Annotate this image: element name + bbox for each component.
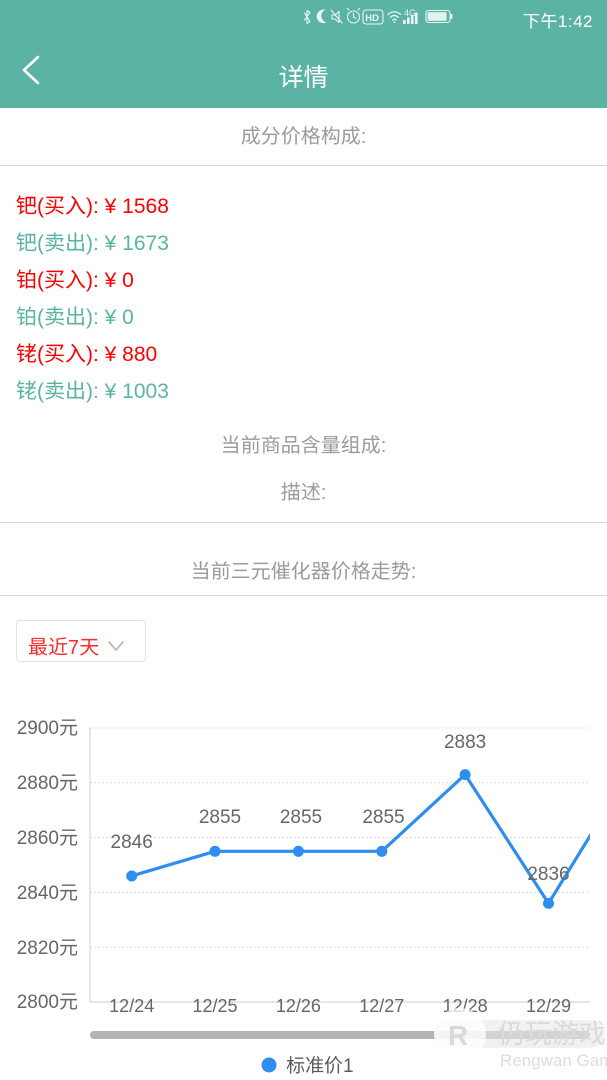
svg-text:12/27: 12/27 [359, 996, 404, 1016]
svg-text:2820元: 2820元 [17, 938, 78, 959]
svg-text:2883: 2883 [444, 732, 486, 753]
svg-text:2840元: 2840元 [17, 883, 78, 904]
svg-text:2800元: 2800元 [17, 992, 78, 1013]
svg-text:2900元: 2900元 [17, 718, 78, 739]
svg-text:2855: 2855 [280, 807, 322, 828]
svg-text:2880元: 2880元 [17, 773, 78, 794]
svg-text:12/24: 12/24 [109, 996, 154, 1016]
svg-text:2836: 2836 [527, 864, 569, 885]
svg-text:12/25: 12/25 [192, 996, 237, 1016]
svg-text:2855: 2855 [199, 807, 241, 828]
svg-text:2860元: 2860元 [17, 828, 78, 849]
svg-text:2846: 2846 [111, 832, 153, 853]
svg-text:仍玩游戏: 仍玩游戏 [498, 1019, 606, 1049]
svg-text:12/26: 12/26 [276, 996, 321, 1016]
svg-text:R: R [448, 1020, 468, 1051]
svg-text:标准价1: 标准价1 [286, 1056, 354, 1077]
svg-text:2855: 2855 [362, 807, 404, 828]
svg-text:Rengwan Games: Rengwan Games [500, 1051, 607, 1070]
